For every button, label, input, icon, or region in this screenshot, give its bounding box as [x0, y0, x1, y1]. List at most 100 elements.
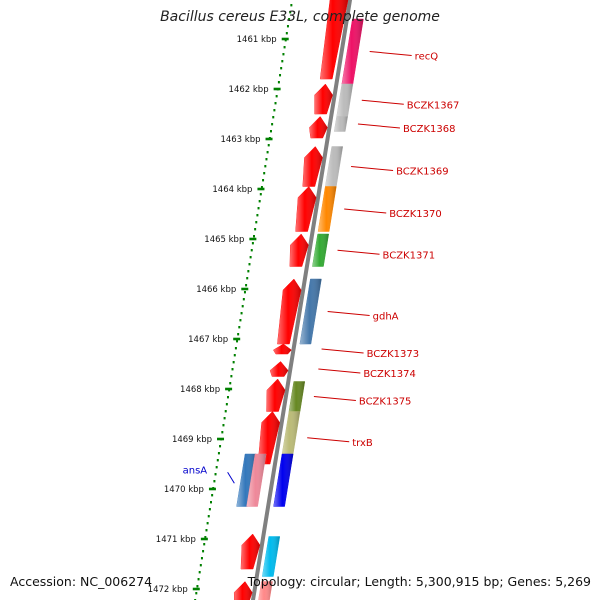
scale-dot: [288, 18, 291, 21]
scale-dot: [231, 368, 234, 371]
scale-dot: [262, 179, 265, 182]
gene-feature-shading: [325, 146, 343, 187]
gene-feature-shading: [334, 116, 348, 132]
gene-label-leader: [337, 249, 380, 255]
gene-label: BCZK1367: [407, 100, 460, 111]
gene-feature-shading: [341, 19, 364, 84]
scale-dot: [229, 382, 232, 385]
gene-label: recQ: [415, 52, 439, 63]
feature-track: [233, 0, 364, 600]
scale-dot: [206, 522, 209, 525]
scale-dot: [286, 25, 289, 28]
scale-dot: [225, 403, 228, 406]
scale-dot: [202, 550, 205, 553]
gene-label-leader: [318, 368, 361, 374]
feature-arrow-shading: [309, 116, 328, 138]
scale-dot: [269, 130, 272, 133]
scale-dot: [263, 172, 266, 175]
gene-label-leader: [357, 123, 401, 129]
gene-label: BCZK1369: [396, 167, 449, 178]
scale-dot: [246, 277, 249, 280]
gene-label: BCZK1375: [359, 397, 412, 408]
gene-label: gdhA: [373, 312, 399, 323]
scale-dot: [271, 123, 274, 126]
scale-tick-label: 1467 kbp: [188, 335, 228, 345]
gene-feature-shading: [299, 279, 322, 344]
genome-summary-text: Topology: circular; Length: 5,300,915 bp…: [247, 574, 591, 589]
scale-dot: [251, 242, 254, 245]
scale-dot: [232, 361, 235, 364]
scale-dot: [285, 32, 288, 35]
scale-dot: [237, 333, 240, 336]
scale-dot: [281, 60, 284, 63]
scale-dot: [214, 473, 217, 476]
feature-arrow-shading: [289, 234, 309, 267]
gene-label-leader: [227, 471, 235, 484]
scale-dot: [221, 431, 224, 434]
scale-dot: [203, 543, 206, 546]
scale-dot: [253, 235, 256, 238]
scale-dot: [234, 347, 237, 350]
scale-tick-label: 1463 kbp: [220, 135, 260, 145]
gene-label: ansA: [183, 465, 208, 476]
feature-arrow-shading: [314, 84, 333, 114]
gene-label: BCZK1370: [389, 209, 442, 220]
feature-arrow-shading: [320, 0, 348, 79]
gene-label-leader: [327, 311, 370, 316]
gene-label-track: recQ BCZK1367 BCZK1368 BCZK1369 BCZK1370 BCZK…: [183, 51, 460, 484]
scale-dot: [222, 424, 225, 427]
scale-dot: [198, 571, 201, 574]
scale-dot: [256, 214, 259, 217]
gene-feature-shading: [280, 411, 300, 464]
gene-feature-shading: [312, 234, 329, 267]
feature-arrow-shading: [266, 379, 285, 412]
feature-arrow-shading: [295, 186, 317, 232]
feature-arrow-shading: [241, 534, 260, 569]
scale-tick-label: 1471 kbp: [156, 535, 196, 545]
gene-label-leader: [351, 166, 394, 171]
scale-dot: [267, 144, 270, 147]
scale-tick-label: 1470 kbp: [164, 485, 204, 495]
scale-dot: [242, 298, 245, 301]
scale-dot: [280, 67, 283, 70]
scale-dot: [254, 228, 257, 231]
gene-label-leader: [344, 208, 387, 214]
scale-dot: [245, 284, 248, 287]
scale-dot: [272, 116, 275, 119]
gene-label-leader: [361, 99, 404, 105]
scale-dot: [200, 557, 203, 560]
gene-label: BCZK1371: [383, 250, 436, 261]
scale-dot: [217, 452, 220, 455]
scale-dot: [248, 263, 251, 266]
scale-dot: [211, 494, 214, 497]
gene-label: BCZK1373: [367, 349, 420, 360]
scale-dot: [247, 270, 250, 273]
scale-dot: [290, 4, 293, 7]
gene-label-leader: [321, 348, 364, 354]
gene-feature-shading: [273, 454, 294, 507]
feature-arrow-shading: [236, 454, 257, 507]
gene-feature-shading: [336, 84, 353, 117]
scale-tick-label: 1464 kbp: [212, 185, 252, 195]
scale-dot: [241, 305, 244, 308]
scale-dot: [226, 396, 229, 399]
gene-label-leader: [313, 396, 356, 401]
scale-dot: [275, 95, 278, 98]
scale-dot: [213, 480, 216, 483]
scale-dot: [266, 151, 269, 154]
feature-arrow-shading: [277, 279, 302, 344]
scale-dot: [279, 74, 282, 77]
scale-dot: [208, 508, 211, 511]
scale-tick-label: 1462 kbp: [229, 85, 269, 95]
feature-arrow-shading: [246, 454, 267, 507]
gene-label: BCZK1368: [403, 124, 456, 135]
gene-label-leader: [369, 51, 412, 56]
scale-tick-label: 1469 kbp: [172, 435, 212, 445]
scale-dot: [243, 291, 246, 294]
scale-tick-label: 1465 kbp: [204, 235, 244, 245]
gene-feature-shading: [273, 344, 292, 354]
scale-dot: [197, 578, 200, 581]
gene-label: trxB: [352, 438, 373, 449]
scale-dot: [195, 592, 198, 595]
